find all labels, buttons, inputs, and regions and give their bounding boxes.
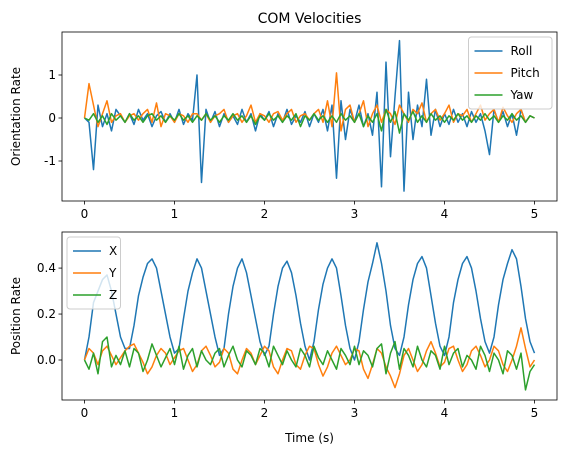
legend-label: Y xyxy=(108,266,117,280)
legend-box xyxy=(468,36,553,110)
axes-frame xyxy=(61,31,558,202)
series-line xyxy=(83,39,535,192)
x-tick-label: 5 xyxy=(531,207,539,221)
chart-title: COM Velocities xyxy=(258,11,362,27)
series-line xyxy=(83,336,536,391)
y-tick-label: -1 xyxy=(44,154,56,168)
plot-area xyxy=(83,242,536,391)
plot-area xyxy=(83,39,535,192)
y-tick-label: 0.4 xyxy=(37,261,56,275)
x-tick-label: 1 xyxy=(171,207,179,221)
x-tick-label: 3 xyxy=(351,406,359,420)
x-tick-label: 5 xyxy=(531,406,539,420)
series-line xyxy=(83,72,535,132)
y-tick-label: 0.2 xyxy=(37,307,56,321)
x-tick-label: 2 xyxy=(261,207,269,221)
y-tick-label: 0 xyxy=(48,111,56,125)
series-line xyxy=(83,242,536,361)
y-axis-label: Position Rate xyxy=(9,277,23,355)
series-line xyxy=(83,327,536,389)
x-tick-label: 2 xyxy=(261,406,269,420)
axes-frame xyxy=(61,231,558,401)
x-tick-label: 0 xyxy=(81,406,89,420)
y-tick-label: 1 xyxy=(48,68,56,82)
x-tick-label: 0 xyxy=(81,207,89,221)
x-axis-label: Time (s) xyxy=(284,431,334,445)
legend-label: Pitch xyxy=(511,66,540,80)
legend-label: Z xyxy=(109,288,117,302)
legend-label: Yaw xyxy=(510,88,534,102)
y-axis-label: Orientation Rate xyxy=(9,67,23,166)
x-tick-label: 4 xyxy=(441,207,449,221)
legend-label: X xyxy=(109,244,117,258)
y-tick-label: 0.0 xyxy=(37,353,56,367)
legend-label: Roll xyxy=(511,44,533,58)
series-line xyxy=(84,108,535,134)
x-tick-label: 3 xyxy=(351,207,359,221)
x-tick-label: 1 xyxy=(171,406,179,420)
x-tick-label: 4 xyxy=(441,406,449,420)
